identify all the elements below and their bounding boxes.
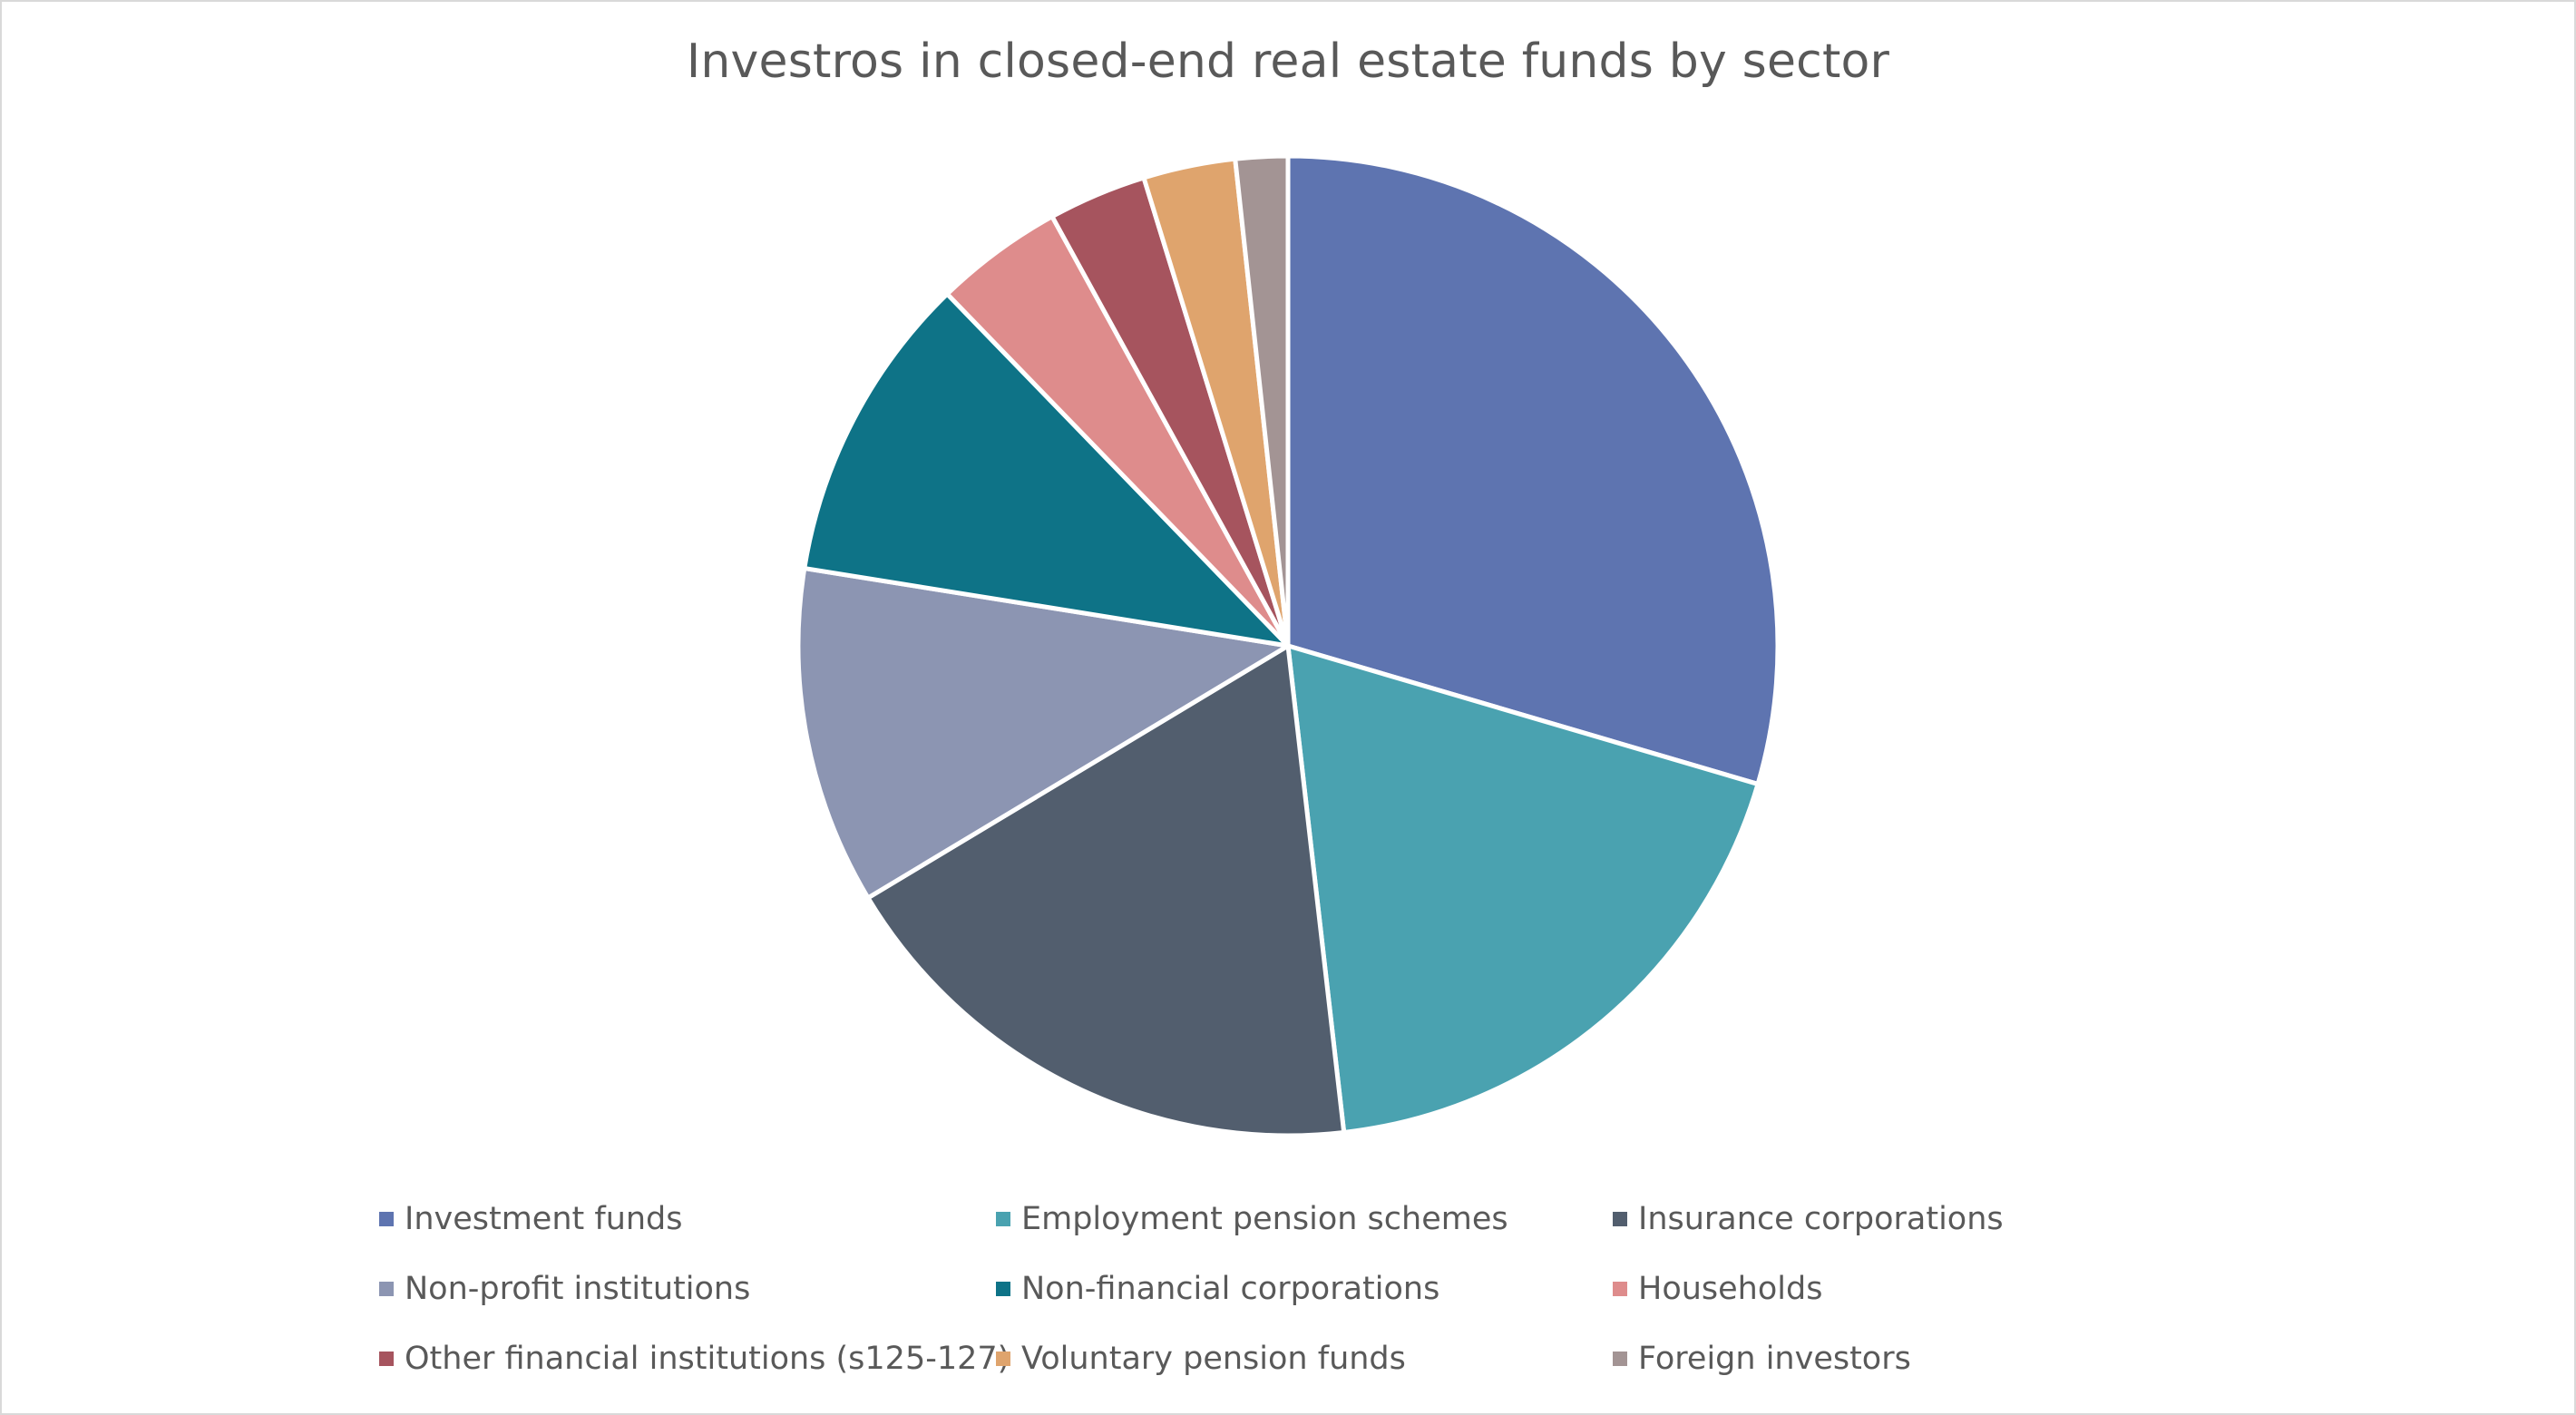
legend-swatch [379, 1211, 394, 1226]
legend-label: Employment pension schemes [1021, 1200, 1508, 1237]
legend-item: Insurance corporations [1596, 1184, 2213, 1254]
legend-label: Investment funds [405, 1200, 683, 1237]
pie-slice-investment-funds [1285, 153, 1781, 786]
pie-slice-non-financial-corporations [802, 291, 1291, 649]
legend-item: Other financial institutions (s125-127) [363, 1323, 1010, 1393]
legend-item: Voluntary pension funds [980, 1323, 1596, 1393]
pie-slice-employment-pension-schemes [1285, 643, 1761, 1135]
legend-label: Other financial institutions (s125-127) [405, 1340, 1010, 1377]
legend-swatch [1613, 1211, 1627, 1226]
legend-label: Non-financial corporations [1021, 1270, 1440, 1307]
pie-slice-insurance-corporations [865, 643, 1347, 1138]
legend-item: Non-profit institutions [363, 1254, 980, 1323]
pie-slice-non-profit-institutions [795, 566, 1291, 901]
legend-swatch [996, 1351, 1010, 1366]
legend-label: Non-profit institutions [405, 1270, 751, 1307]
chart-legend: Investment funds Employment pension schem… [363, 1184, 2268, 1393]
legend-label: Insurance corporations [1638, 1200, 2004, 1237]
pie-slice-foreign-investors [1233, 153, 1291, 649]
legend-swatch [379, 1351, 394, 1366]
legend-item: Investment funds [363, 1184, 980, 1254]
legend-swatch [1613, 1351, 1627, 1366]
legend-item: Non-financial corporations [980, 1254, 1596, 1323]
legend-swatch [1613, 1281, 1627, 1296]
legend-item: Foreign investors [1596, 1323, 2213, 1393]
legend-label: Households [1638, 1270, 1823, 1307]
legend-swatch [996, 1211, 1010, 1226]
chart-title: Investros in closed-end real estate fund… [686, 34, 1890, 89]
legend-label: Foreign investors [1638, 1340, 1911, 1377]
legend-swatch [996, 1281, 1010, 1296]
legend-label: Voluntary pension funds [1021, 1340, 1406, 1377]
legend-item: Employment pension schemes [980, 1184, 1596, 1254]
legend-swatch [379, 1281, 394, 1296]
legend-item: Households [1596, 1254, 2213, 1323]
